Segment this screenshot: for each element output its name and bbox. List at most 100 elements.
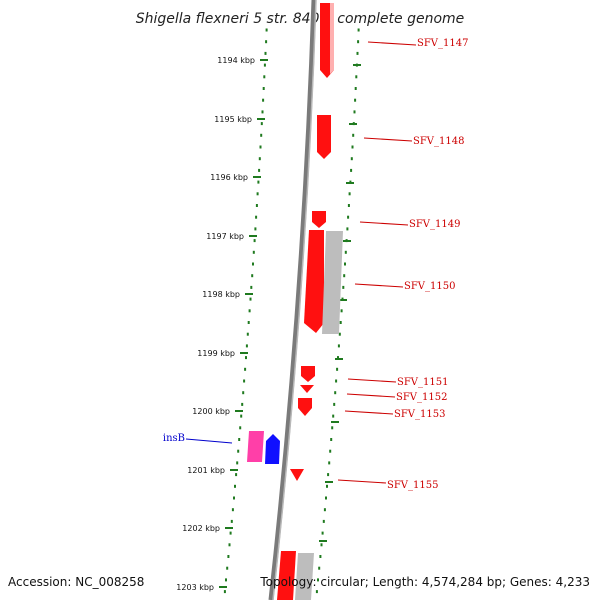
gene-sfv-1153[interactable] — [298, 398, 312, 416]
track-dot — [355, 75, 358, 79]
tick-label: 1196 kbp — [210, 173, 248, 182]
track-dot — [343, 274, 346, 278]
leader-line — [185, 438, 233, 444]
track-dot — [260, 133, 263, 137]
track-dot — [342, 285, 345, 289]
track-dot — [315, 590, 318, 594]
track-dot — [326, 484, 328, 488]
track-dot — [240, 414, 243, 418]
track-dot — [251, 274, 254, 278]
track-dot — [350, 168, 353, 172]
track-dot — [238, 438, 241, 441]
track-dot — [255, 215, 258, 219]
tick-label: 1194 kbp — [217, 56, 255, 65]
leader-line — [337, 479, 387, 484]
track-dot — [249, 297, 252, 301]
gene-sfv-1149[interactable] — [312, 211, 326, 228]
accession-text: Accession: NC_008258 — [8, 575, 144, 589]
gene-insb-blue[interactable] — [265, 434, 280, 464]
track-dot — [325, 496, 327, 500]
gene-sfv-1150[interactable] — [304, 230, 324, 333]
gene-label-text: SFV_1149 — [409, 219, 460, 230]
leader-line — [354, 283, 404, 288]
track-dot — [225, 578, 227, 582]
track-dot — [336, 367, 339, 371]
gene-label-sfv-1155[interactable]: SFV_1155 — [337, 479, 438, 491]
track-dot — [347, 204, 350, 207]
gene-sfv-1155[interactable] — [290, 469, 304, 481]
track-dot — [258, 157, 261, 161]
gene-label-text: SFV_1152 — [396, 392, 447, 403]
gene-label-text: SFV_1148 — [413, 136, 464, 147]
leader-line — [344, 410, 394, 415]
track-dot — [357, 28, 360, 32]
track-dot — [346, 227, 349, 231]
gene-sfv-1148[interactable] — [317, 115, 331, 159]
gene-label-insb[interactable]: insB — [163, 433, 233, 444]
track-dot — [248, 309, 251, 313]
track-dot — [350, 157, 353, 161]
gene-sfv-1150-pseudo[interactable] — [322, 231, 343, 334]
track-dot — [235, 473, 238, 477]
tick-label: 1203 kbp — [176, 583, 214, 592]
tick-marks: 1194 kbp 1195 kbp 1196 kbp 1197 kbp 1198 kbp… — [176, 56, 361, 592]
track-dot — [229, 531, 232, 535]
track-dot — [334, 391, 337, 395]
gene-label-sfv-1150[interactable]: SFV_1150 — [354, 281, 455, 292]
track-dot — [352, 133, 355, 137]
track-dot — [331, 426, 334, 430]
gene-label-text: SFV_1155 — [387, 480, 438, 491]
track-dot — [333, 402, 336, 406]
gene-label-sfv-1151[interactable]: SFV_1151 — [347, 377, 448, 388]
track-dot — [226, 566, 229, 570]
track-dot — [252, 262, 254, 266]
track-dot — [250, 285, 253, 289]
gene-label-sfv-1149[interactable]: SFV_1149 — [359, 219, 460, 230]
track-dot — [230, 519, 233, 523]
track-dot — [256, 192, 259, 196]
gene-insb-pink[interactable] — [247, 431, 264, 462]
track-dot — [227, 555, 230, 558]
leader-line — [363, 137, 413, 142]
gene-bottom-red[interactable] — [277, 551, 296, 600]
gene-sfv-1151[interactable] — [301, 366, 315, 382]
track-dot — [242, 391, 245, 395]
gene-label-sfv-1152[interactable]: SFV_1152 — [346, 392, 447, 403]
track-dot — [330, 438, 333, 441]
gene-features — [247, 3, 343, 600]
track-dot — [329, 449, 332, 453]
track-dot — [263, 75, 266, 79]
gene-label-sfv-1153[interactable]: SFV_1153 — [344, 409, 445, 420]
track-dot — [354, 87, 357, 90]
track-dot — [321, 531, 324, 535]
track-dot — [339, 321, 342, 324]
gene-label-sfv-1147[interactable]: SFV_1147 — [367, 38, 468, 49]
gene-label-sfv-1148[interactable]: SFV_1148 — [363, 136, 464, 147]
track-dot — [258, 168, 261, 172]
track-dot — [348, 192, 351, 196]
leader-line — [367, 41, 417, 46]
track-dot — [237, 449, 240, 453]
track-dot — [260, 122, 263, 126]
left-dotted-track — [223, 28, 268, 594]
track-dot — [332, 414, 335, 418]
track-dot — [327, 473, 330, 477]
tick-label: 1197 kbp — [206, 232, 244, 241]
tick-label: 1199 kbp — [197, 349, 235, 358]
track-dot — [320, 543, 323, 547]
track-dot — [323, 508, 326, 512]
gene-sfv-1152[interactable] — [300, 385, 314, 393]
gene-bottom-gray[interactable] — [295, 553, 314, 600]
track-dot — [257, 180, 260, 184]
genome-backbone — [268, 0, 317, 600]
track-dot — [263, 63, 266, 67]
track-dot — [344, 262, 346, 266]
track-dot — [262, 87, 265, 90]
gene-label-text: SFV_1151 — [397, 377, 448, 388]
genome-summary-text: Topology: circular; Length: 4,574,284 bp… — [259, 575, 590, 589]
gene-label-text: insB — [163, 433, 185, 444]
track-dot — [328, 461, 331, 465]
track-dot — [264, 51, 267, 55]
